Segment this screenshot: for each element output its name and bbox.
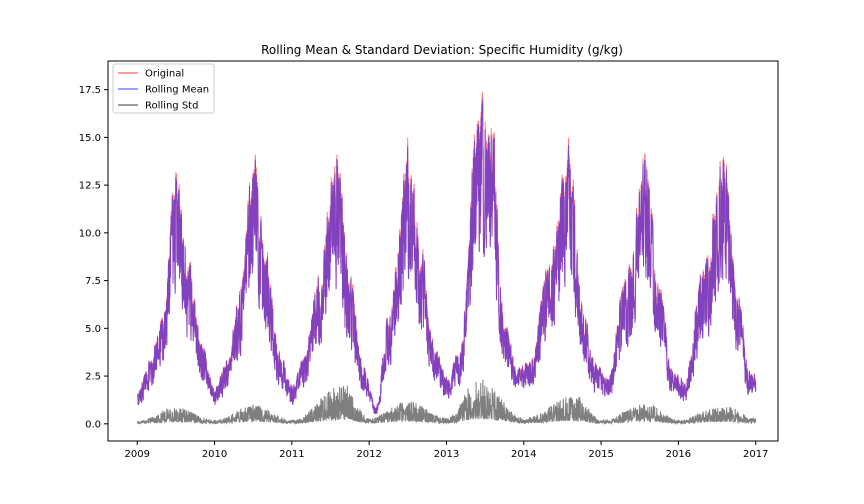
x-tick-label: 2015 (588, 449, 613, 460)
y-tick-label: 5.0 (85, 324, 101, 335)
legend-label-rolling-mean: Rolling Mean (145, 85, 209, 96)
legend: Original Rolling Mean Rolling Std (112, 63, 215, 114)
x-tick-label: 2010 (202, 449, 227, 460)
y-tick-label: 12.5 (79, 181, 101, 192)
series-line-rolling-mean (137, 99, 757, 415)
x-tick-label: 2009 (125, 449, 150, 460)
x-tick-label: 2012 (356, 449, 381, 460)
y-tick-label: 7.5 (85, 276, 101, 287)
x-axis: 2009 2010 2011 2012 2013 2014 2015 2016 2017 (125, 441, 768, 460)
y-tick-label: 2.5 (85, 372, 101, 383)
y-tick-label: 10.0 (79, 228, 101, 239)
y-tick-label: 17.5 (79, 85, 101, 96)
series-line-rolling-std (136, 379, 757, 426)
y-axis: 0.0 2.5 5.0 7.5 10.0 12.5 15.0 17.5 (79, 85, 108, 430)
chart-title: Rolling Mean & Standard Deviation: Speci… (261, 43, 623, 57)
x-tick-label: 2016 (666, 449, 691, 460)
legend-label-rolling-std: Rolling Std (145, 101, 198, 112)
plot-frame (107, 60, 779, 442)
y-tick-label: 15.0 (79, 133, 101, 144)
x-tick-label: 2011 (279, 449, 304, 460)
legend-box (112, 63, 215, 114)
x-tick-label: 2014 (511, 449, 536, 460)
legend-label-original: Original (145, 69, 184, 80)
y-tick-label: 0.0 (85, 419, 101, 430)
x-tick-label: 2017 (743, 449, 768, 460)
x-tick-label: 2013 (434, 449, 459, 460)
